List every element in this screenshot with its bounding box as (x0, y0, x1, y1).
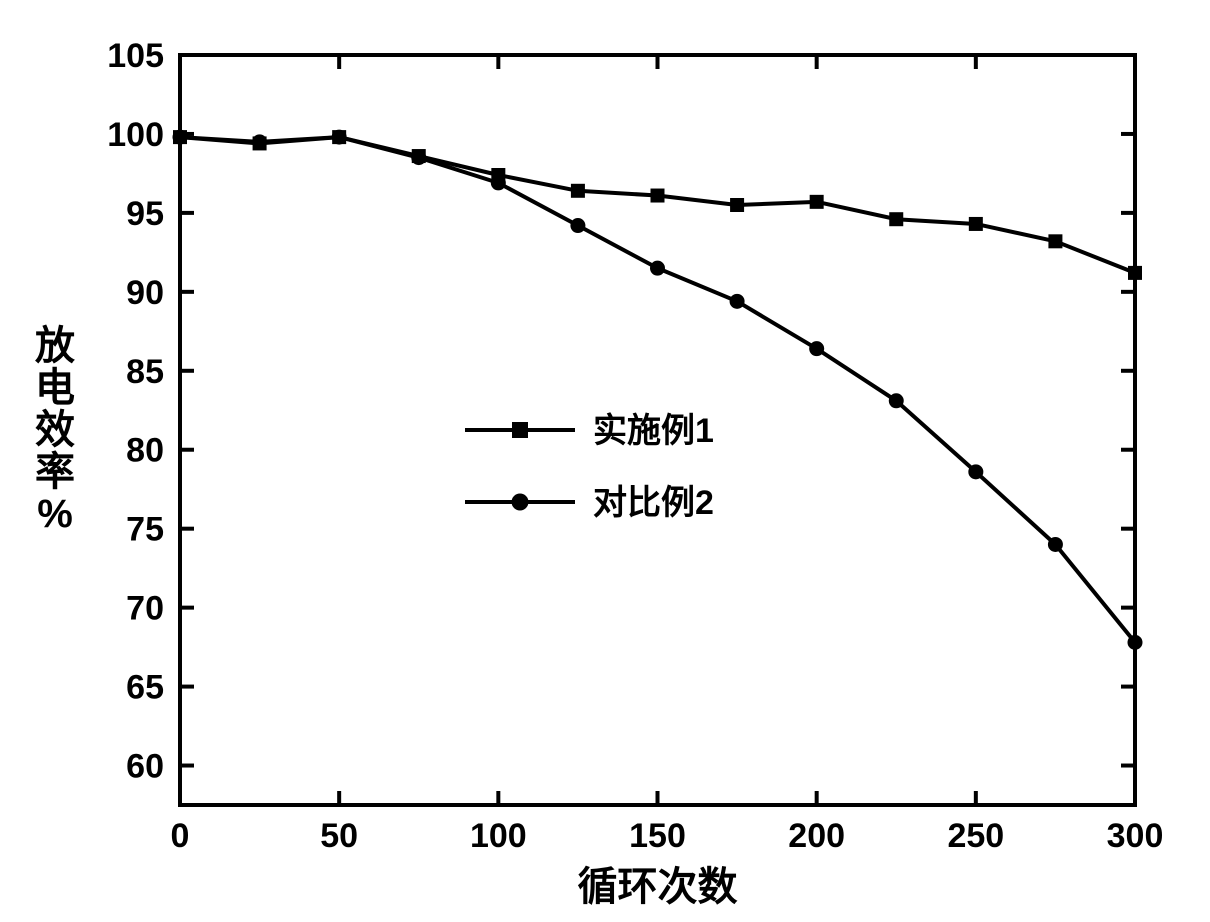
x-tick-label: 100 (470, 817, 527, 855)
x-tick-label: 0 (171, 817, 190, 855)
y-tick-label: 65 (126, 669, 164, 707)
y-tick-label: 95 (126, 195, 164, 233)
x-tick-label: 200 (788, 817, 845, 855)
y-tick-label: 100 (107, 116, 164, 154)
svg-text:效: 效 (35, 408, 75, 452)
svg-text:率: 率 (35, 450, 75, 494)
x-tick-label: 150 (629, 817, 686, 855)
x-tick-label: 50 (320, 817, 358, 855)
y-tick-label: 80 (126, 432, 164, 470)
svg-text:%: % (37, 492, 73, 536)
chart-container: 0 50 100 150 200 250 300 60 65 70 75 80 85 90 95 100 105… (0, 0, 1210, 922)
discharge-efficiency-chart: 0 50 100 150 200 250 300 60 65 70 75 80 85 90 95 100 105… (0, 0, 1210, 922)
legend-label: 实施例1 (593, 412, 714, 450)
legend-label: 对比例2 (593, 484, 714, 522)
y-tick-label: 75 (126, 511, 164, 549)
x-tick-label: 250 (947, 817, 1004, 855)
svg-text:放: 放 (35, 324, 75, 368)
y-tick-label: 105 (107, 37, 164, 75)
x-tick-label: 300 (1107, 817, 1164, 855)
svg-text:电: 电 (35, 366, 75, 410)
y-tick-label: 60 (126, 748, 164, 786)
y-axis-title: 放电效率% (35, 324, 75, 536)
y-tick-label: 90 (126, 274, 164, 312)
y-tick-label: 70 (126, 590, 164, 628)
x-axis-title: 循环次数 (578, 865, 738, 909)
y-tick-label: 85 (126, 353, 164, 391)
